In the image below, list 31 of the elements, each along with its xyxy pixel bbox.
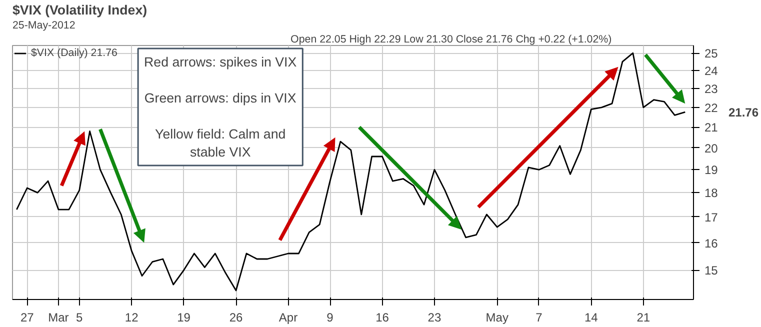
x-tick-label: 5 bbox=[76, 310, 84, 324]
y-tick-label: 18 bbox=[704, 186, 718, 200]
y-tick-label: 19 bbox=[704, 163, 718, 178]
y-tick-label: 22 bbox=[704, 100, 718, 115]
x-tick-label: 12 bbox=[124, 310, 139, 324]
chart-title: $VIX (Volatility Index) bbox=[12, 2, 148, 18]
y-tick-label: 17 bbox=[704, 210, 718, 224]
text: Open 22.05 High 22.29 Low 21.30 Close 21.76 Chg +0.22 (+1.02%) bbox=[290, 34, 612, 46]
x-tick-label: May bbox=[486, 310, 508, 324]
x-tick-label: 27 bbox=[20, 310, 34, 324]
legend-label: $VIX (Daily) 21.76 bbox=[31, 47, 118, 59]
x-tick-label: Apr bbox=[278, 310, 298, 324]
y-tick-label: 23 bbox=[704, 82, 718, 96]
y-tick-label: 16 bbox=[704, 236, 718, 250]
x-tick-label: 21 bbox=[636, 310, 650, 324]
x-tick-label: 7 bbox=[536, 310, 543, 324]
x-tick-label: 26 bbox=[229, 310, 244, 324]
y-tick-label: 25 bbox=[704, 46, 718, 61]
x-tick-label: 19 bbox=[177, 310, 191, 324]
x-tick-label: 23 bbox=[428, 310, 442, 324]
y-tick-label: 24 bbox=[704, 64, 718, 78]
chart-subtitle: 25-May-2012 bbox=[12, 20, 76, 32]
text: Red arrows: spikes in VIX Green arrows: dips in VIX Yellow field: Calm and stable VIX bbox=[144, 54, 297, 160]
y-tick-label: 15 bbox=[704, 264, 718, 278]
x-tick-label: 16 bbox=[376, 310, 390, 324]
y-tick-label: 21 bbox=[704, 120, 718, 135]
x-tick-label: Mar bbox=[48, 310, 69, 324]
y-tick-label: 20 bbox=[704, 141, 718, 156]
x-tick-label: 14 bbox=[584, 310, 598, 324]
text: 21.76 bbox=[728, 106, 759, 120]
x-tick-label: 9 bbox=[326, 310, 334, 324]
